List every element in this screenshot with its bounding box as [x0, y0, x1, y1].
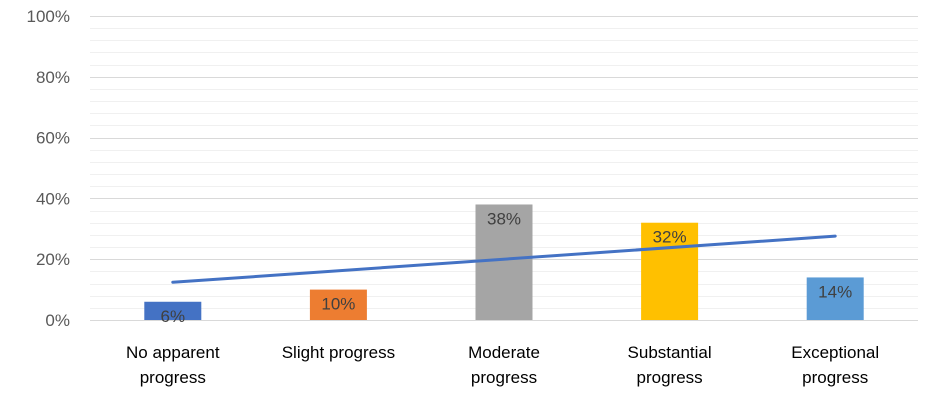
bars [144, 204, 864, 320]
data-label: 38% [487, 209, 521, 228]
x-axis-categories: No apparent progress Slight progress Modera… [126, 343, 879, 387]
data-label: 6% [161, 307, 186, 326]
data-labels: 6% 10% 38% 32% 14% [161, 209, 853, 325]
y-tick-label: 80% [36, 68, 70, 87]
data-label: 32% [653, 228, 687, 247]
y-tick-label: 40% [36, 189, 70, 208]
y-tick-label: 20% [36, 250, 70, 269]
bar [806, 277, 864, 320]
category-label: No apparent [126, 343, 220, 362]
bar [144, 301, 202, 320]
y-tick-label: 0% [45, 311, 70, 330]
category-label: progress [471, 368, 537, 387]
bar [641, 222, 699, 320]
data-label: 10% [321, 295, 355, 314]
y-tick-label: 100% [27, 7, 70, 26]
data-label: 14% [818, 282, 852, 301]
category-label: progress [140, 368, 206, 387]
gridlines [90, 16, 918, 321]
y-axis-ticks: 0% 20% 40% 60% 80% 100% [27, 7, 70, 330]
bar [475, 204, 533, 320]
y-tick-label: 60% [36, 129, 70, 148]
category-label: Substantial [628, 343, 712, 362]
category-label: progress [802, 368, 868, 387]
bar [309, 289, 367, 320]
category-label: progress [637, 368, 703, 387]
category-label: Exceptional [791, 343, 879, 362]
trendline [171, 234, 837, 284]
category-label: Moderate [468, 343, 540, 362]
category-label: Slight progress [282, 343, 395, 362]
trendline-group [171, 234, 837, 284]
